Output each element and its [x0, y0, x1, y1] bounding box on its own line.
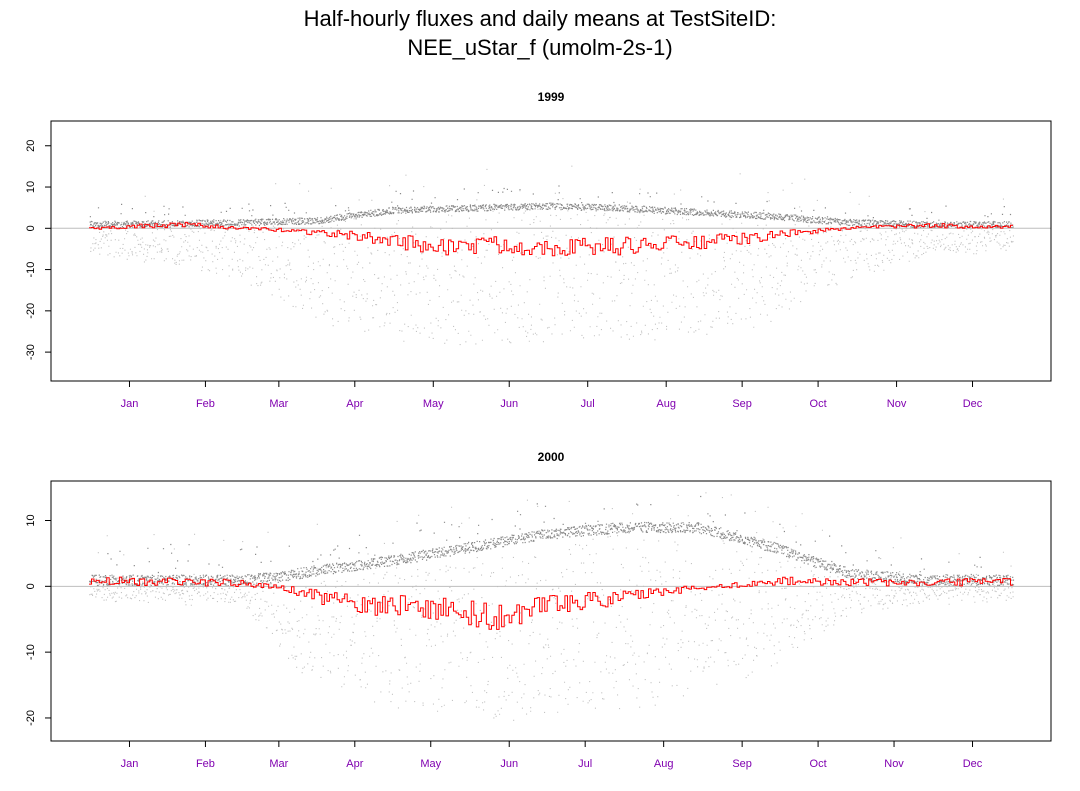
x-tick-label-nov: Nov [887, 398, 907, 410]
daily-mean-line [89, 221, 1013, 257]
x-tick-label-may: May [420, 758, 441, 770]
half-hourly-points [89, 165, 1015, 346]
plot-frame [50, 120, 1052, 382]
x-tick-label-may: May [423, 398, 444, 410]
panel-2000: 2000 10 0 -10 -20 Jan Feb Mar Apr May Jun Jul Aug Sep… [25, 450, 1052, 770]
y-tick-label: -20 [25, 710, 37, 726]
x-tick-label-apr: Apr [346, 398, 363, 410]
y-tick-label: -20 [25, 303, 37, 319]
x-tick-label-mar: Mar [269, 758, 288, 770]
x-tick-label-jan: Jan [121, 398, 139, 410]
x-tick-label-nov: Nov [884, 758, 904, 770]
panel-title: 2000 [538, 450, 565, 464]
daytime-points [89, 492, 1014, 721]
x-tick-label-jul: Jul [578, 758, 592, 770]
nighttime-points [89, 185, 1014, 229]
y-tick-label: 0 [25, 225, 37, 231]
y-tick-label: 10 [25, 514, 37, 526]
half-hourly-points [89, 492, 1015, 721]
x-tick-label-feb: Feb [196, 758, 215, 770]
x-tick-label-jan: Jan [121, 758, 139, 770]
y-tick-label: 10 [25, 181, 37, 193]
nighttime-points [89, 495, 1015, 587]
x-tick-label-mar: Mar [269, 398, 288, 410]
y-tick-label: 20 [25, 140, 37, 152]
daily-mean-line [89, 576, 1013, 630]
x-tick-label-apr: Apr [346, 758, 363, 770]
x-tick-label-oct: Oct [810, 758, 827, 770]
panel-title: 1999 [538, 90, 565, 104]
main-title: Half-hourly fluxes and daily means at Te… [0, 4, 1080, 62]
x-tick-label-dec: Dec [963, 398, 983, 410]
y-tick-label: -10 [25, 644, 37, 660]
x-tick-label-jul: Jul [581, 398, 595, 410]
main-title-line1: Half-hourly fluxes and daily means at Te… [303, 6, 777, 31]
x-tick-label-feb: Feb [196, 398, 215, 410]
x-tick-label-sep: Sep [732, 758, 752, 770]
x-tick-label-oct: Oct [810, 398, 827, 410]
x-tick-label-dec: Dec [963, 758, 983, 770]
panel-1999: 1999 20 10 0 -10 -20 -30 Jan Feb Mar Apr May Jun Jul A… [25, 90, 1052, 410]
x-tick-label-aug: Aug [656, 398, 676, 410]
y-tick-label: 0 [25, 583, 37, 589]
plot-frame [50, 480, 1052, 742]
x-tick-label-jun: Jun [500, 758, 518, 770]
x-tick-label-jun: Jun [500, 398, 518, 410]
x-tick-label-aug: Aug [654, 758, 674, 770]
x-tick-label-sep: Sep [732, 398, 752, 410]
y-tick-label: -30 [25, 344, 37, 360]
main-title-line2: NEE_uStar_f (umolm-2s-1) [407, 35, 673, 60]
y-tick-label: -10 [25, 262, 37, 278]
